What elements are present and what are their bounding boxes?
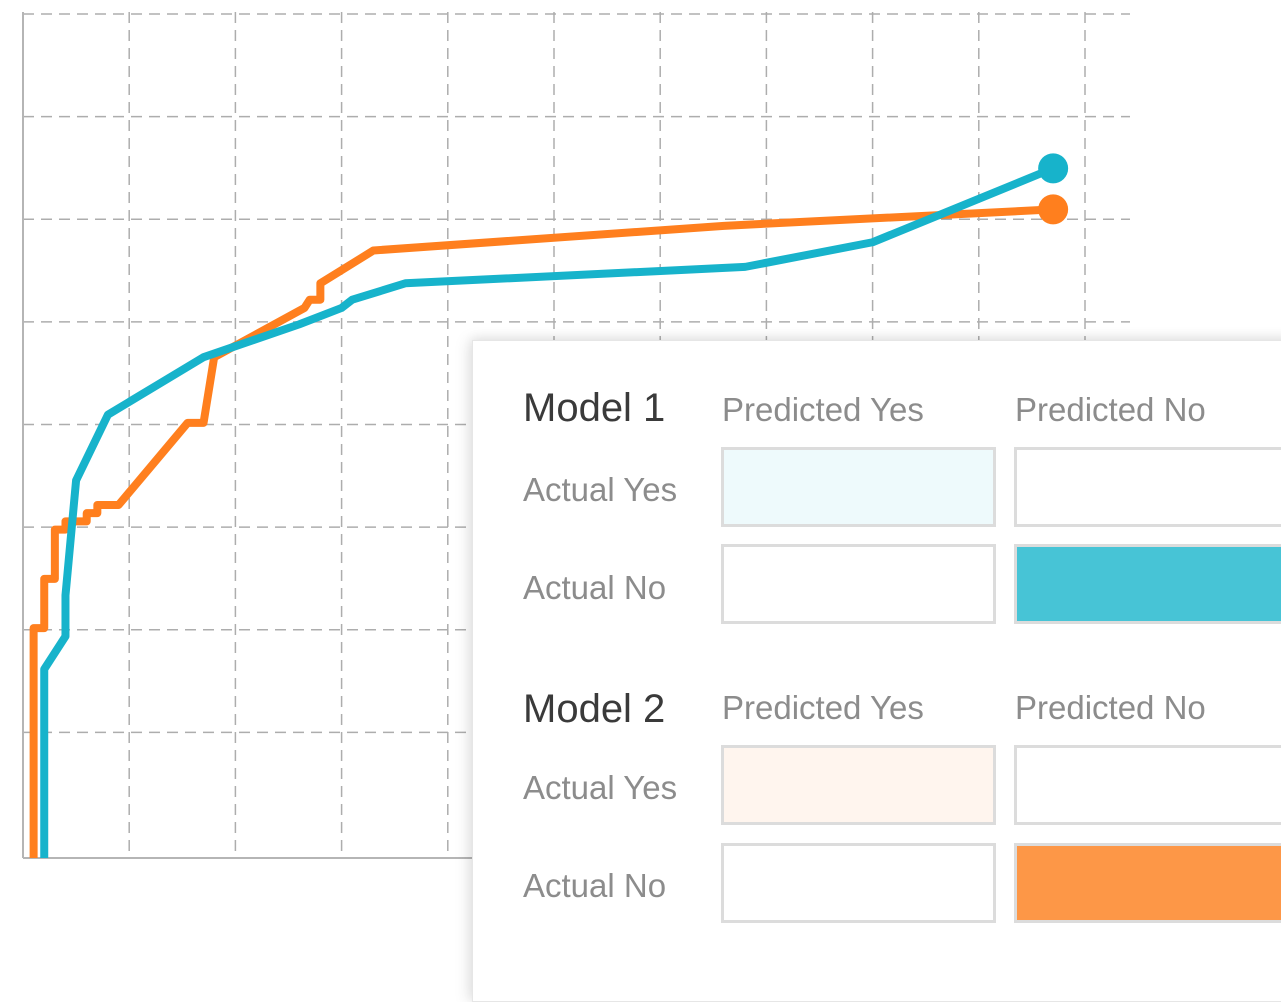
model-2-cell-true-positive: [721, 745, 996, 825]
model-2-col-predicted-yes: Predicted Yes: [722, 689, 924, 726]
model-1-cell-false-positive: [721, 544, 996, 624]
model-1-cell-true-negative: [1014, 544, 1281, 624]
model-2-cell-false-positive: [721, 843, 996, 923]
model-2-col-predicted-no: Predicted No: [1015, 689, 1206, 726]
model-1-col-predicted-no: Predicted No: [1015, 391, 1206, 428]
model-1-title: Model 1: [523, 386, 666, 430]
model-1-cell-false-negative: [1014, 447, 1281, 527]
series-1-end-marker: [1038, 194, 1069, 225]
model-2-row-actual-yes: Actual Yes: [523, 769, 678, 806]
series-2-end-marker: [1038, 153, 1069, 184]
confusion-matrix-panel: Model 1 Predicted Yes Predicted No Actua…: [472, 340, 1281, 1002]
model-1-cell-true-positive: [721, 447, 996, 527]
model-1-col-predicted-yes: Predicted Yes: [722, 391, 924, 428]
model-2-cell-false-negative: [1014, 745, 1281, 825]
series-2-line: [40, 164, 1055, 858]
series-layer: [29, 153, 1069, 858]
model-2-row-actual-no: Actual No: [523, 867, 667, 904]
model-1-row-actual-no: Actual No: [523, 569, 667, 606]
model-2-cell-true-negative: [1014, 843, 1281, 923]
model-1-row-actual-yes: Actual Yes: [523, 471, 678, 508]
series-1-line: [29, 205, 1054, 858]
model-2-title: Model 2: [523, 687, 666, 731]
